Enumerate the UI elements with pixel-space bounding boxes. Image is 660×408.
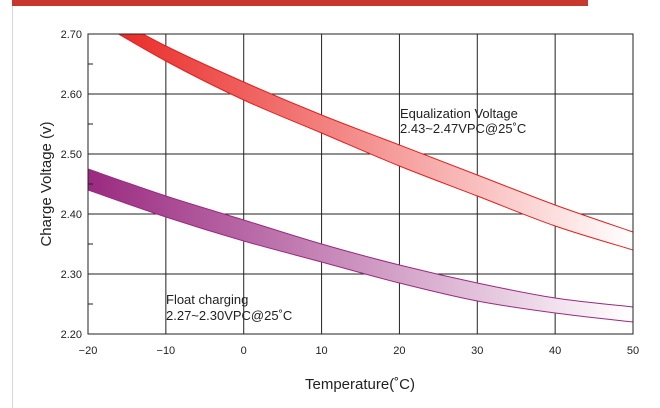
x-tick-labels: −20 −10 0 10 20 30 40 50 [79, 345, 639, 357]
series-note-equalization: 2.43~2.47VPC@25˚C [400, 121, 526, 136]
x-tick-label: 20 [393, 345, 405, 357]
y-tick-label: 2.50 [61, 149, 82, 161]
y-tick-label: 2.60 [61, 89, 82, 101]
y-axis-title: Charge Voltage (v) [38, 121, 55, 246]
page-left-rule [12, 6, 13, 408]
x-tick-label: 50 [627, 345, 639, 357]
grid-lines [88, 34, 633, 334]
y-tick-label: 2.30 [61, 269, 82, 281]
x-tick-label: 0 [241, 345, 247, 357]
x-tick-label: −10 [157, 345, 176, 357]
x-axis-title: Temperature(˚C) [305, 376, 415, 393]
series-band-float [88, 168, 633, 323]
y-tick-label: 2.20 [61, 329, 82, 341]
x-tick-label: 30 [471, 345, 483, 357]
y-tick-labels: 2.20 2.30 2.40 2.50 2.60 2.70 [61, 29, 82, 341]
plot-frame [87, 33, 634, 335]
y-minor-ticks [88, 63, 93, 305]
y-tick-label: 2.70 [61, 29, 82, 41]
y-tick-label: 2.40 [61, 209, 82, 221]
series-band-equalization [117, 34, 633, 251]
series-bands [88, 34, 633, 323]
series-note-float: 2.27~2.30VPC@25˚C [166, 308, 292, 323]
x-tick-label: 10 [315, 345, 327, 357]
series-label-equalization: Equalization Voltage [400, 106, 518, 121]
x-tick-label: −20 [79, 345, 98, 357]
series-label-float: Float charging [166, 292, 248, 307]
x-tick-label: 40 [549, 345, 561, 357]
header-accent-bar [12, 0, 588, 6]
